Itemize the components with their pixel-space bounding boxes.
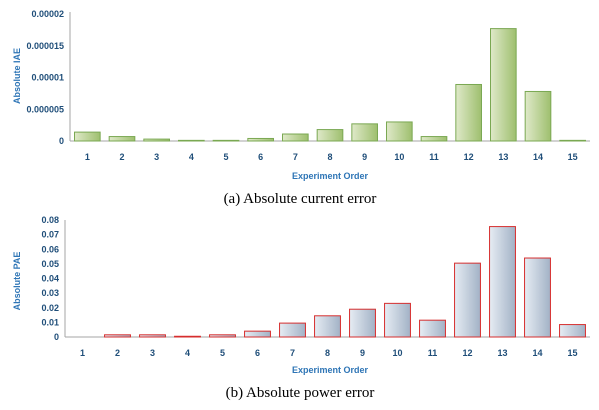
bar-6 [244, 330, 271, 338]
y-tick-label: 0.000015 [26, 41, 64, 51]
bar-15 [559, 139, 586, 142]
y-axis-title: Absolute PAE [12, 252, 22, 311]
x-tick-label: 15 [567, 348, 577, 358]
bar-11 [420, 136, 448, 142]
bar-2 [104, 334, 131, 338]
x-tick-label: 13 [498, 152, 508, 162]
x-tick-label: 5 [220, 348, 225, 358]
y-tick-label: 0.02 [41, 303, 59, 313]
bar-5 [209, 334, 236, 338]
bar-12 [454, 262, 481, 338]
bars [74, 28, 586, 142]
y-tick-label: 0.00001 [31, 73, 64, 83]
x-tick-label: 11 [428, 348, 438, 358]
bar-12 [455, 83, 482, 142]
x-tick-label: 2 [115, 348, 120, 358]
x-tick-label: 8 [325, 348, 330, 358]
x-tick-label: 13 [497, 348, 507, 358]
bar-3 [139, 334, 166, 338]
caption-current-error: (a) Absolute current error [224, 191, 377, 207]
bar-8 [314, 315, 341, 338]
x-tick-label: 1 [85, 152, 90, 162]
x-tick-label: 14 [532, 348, 542, 358]
y-tick-label: 0.000005 [26, 104, 64, 114]
x-tick-label: 10 [392, 348, 402, 358]
x-tick-label: 4 [189, 152, 194, 162]
bar-15 [559, 324, 586, 338]
y-tick-label: 0.08 [41, 215, 59, 225]
y-tick-label: 0.05 [41, 259, 59, 269]
bar-7 [282, 133, 309, 142]
x-tick-label: 11 [429, 152, 439, 162]
caption-power-error: (b) Absolute power error [226, 385, 375, 401]
x-tick-label: 10 [394, 152, 404, 162]
x-tick-label: 9 [360, 348, 365, 358]
y-tick-label: 0 [54, 332, 59, 342]
y-axis-title: Absolute IAE [12, 48, 22, 104]
x-tick-label: 12 [464, 152, 474, 162]
x-tick-label: 9 [362, 152, 367, 162]
x-tick-label: 3 [154, 152, 159, 162]
x-tick-label: 7 [293, 152, 298, 162]
x-tick-label: 1 [80, 348, 85, 358]
x-tick-label: 6 [258, 152, 263, 162]
x-tick-labels: 1 2 3 4 5 6 7 8 9 10 11 12 13 14 15 [80, 348, 578, 358]
y-tick-label: 0.01 [41, 317, 59, 327]
bar-5 [212, 139, 240, 142]
bar-10 [386, 121, 413, 142]
x-tick-label: 5 [223, 152, 228, 162]
bar-13 [489, 226, 516, 338]
x-axis-title: Experiment Order [292, 365, 369, 375]
bar-9 [351, 123, 378, 142]
x-tick-label: 2 [119, 152, 124, 162]
y-tick-label: 0.00002 [31, 9, 64, 19]
bar-6 [247, 137, 274, 142]
bar-8 [316, 129, 344, 142]
bar-3 [143, 138, 170, 142]
y-tick-label: 0.07 [41, 230, 59, 240]
x-tick-labels: 1 2 3 4 5 6 7 8 9 10 11 12 13 14 15 [85, 152, 578, 162]
bar-14 [524, 90, 552, 142]
bar-7 [279, 322, 306, 338]
x-tick-label: 8 [327, 152, 332, 162]
bar-1 [74, 131, 101, 142]
bar-10 [384, 302, 411, 338]
y-tick-label: 0.04 [41, 274, 59, 284]
x-axis-title: Experiment Order [292, 171, 369, 181]
bar-4 [174, 335, 201, 338]
y-tick-label: 0.03 [41, 288, 59, 298]
x-tick-label: 6 [255, 348, 260, 358]
x-tick-label: 15 [568, 152, 578, 162]
bar-14 [524, 257, 551, 338]
y-tick-labels: 0 0.01 0.02 0.03 0.04 0.05 0.06 0.07 0.08 [41, 215, 59, 342]
y-tick-label: 0 [59, 136, 64, 146]
bar-9 [349, 308, 376, 338]
x-tick-label: 3 [150, 348, 155, 358]
bar-11 [419, 319, 446, 338]
bar-2 [108, 136, 136, 142]
x-tick-label: 12 [462, 348, 472, 358]
x-tick-label: 14 [533, 152, 543, 162]
y-tick-labels: 0 0.000005 0.00001 0.000015 0.00002 [26, 9, 64, 146]
bar-13 [490, 28, 517, 142]
x-tick-label: 7 [290, 348, 295, 358]
bar-4 [178, 139, 205, 142]
y-tick-label: 0.06 [41, 244, 59, 254]
bars [104, 226, 586, 338]
x-tick-label: 4 [185, 348, 190, 358]
